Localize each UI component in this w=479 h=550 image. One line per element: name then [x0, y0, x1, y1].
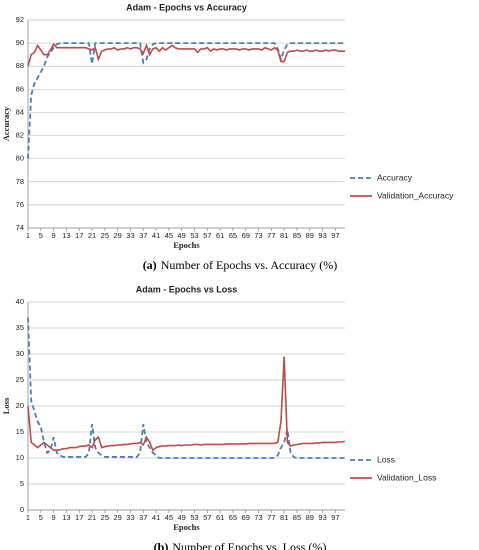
- caption-text: Number of Epochs vs. Loss (%): [172, 540, 326, 550]
- y-tick-label: 20: [16, 401, 24, 410]
- y-tick-label: 92: [16, 15, 24, 24]
- y-axis-title: Loss: [1, 397, 11, 414]
- legend-label: Validation_Accuracy: [377, 190, 454, 200]
- y-tick-label: 5: [20, 479, 24, 488]
- x-tick-label: 89: [306, 231, 314, 240]
- y-tick-label: 30: [16, 349, 24, 358]
- data-line: [27, 317, 345, 459]
- x-tick-label: 13: [62, 231, 70, 240]
- x-tick-label: 81: [280, 513, 288, 522]
- x-tick-label: 21: [88, 513, 96, 522]
- x-tick-label: 45: [165, 231, 173, 240]
- caption-text: Number of Epochs vs. Accuracy (%): [161, 258, 338, 272]
- data-line: [27, 42, 345, 159]
- x-tick-label: 77: [267, 231, 275, 240]
- x-tick-label: 73: [254, 513, 262, 522]
- y-tick-label: 90: [16, 38, 24, 47]
- x-tick-label: 97: [331, 513, 339, 522]
- caption: (b) Number of Epochs vs. Loss (%): [154, 540, 327, 550]
- x-tick-label: 49: [178, 231, 186, 240]
- chart-title: Adam - Epochs vs Accuracy: [126, 2, 247, 12]
- x-tick-label: 21: [88, 231, 96, 240]
- y-tick-label: 86: [16, 84, 24, 93]
- x-axis-title: Epochs: [173, 522, 200, 532]
- caption-tag: (b): [154, 540, 169, 550]
- caption: (a) Number of Epochs vs. Accuracy (%): [143, 258, 338, 272]
- x-tick-label: 61: [216, 513, 224, 522]
- x-tick-label: 53: [190, 231, 198, 240]
- legend-label: Validation_Loss: [377, 472, 436, 482]
- x-tick-label: 1: [26, 231, 30, 240]
- y-tick-label: 76: [16, 200, 24, 209]
- y-tick-label: 80: [16, 154, 24, 163]
- x-tick-label: 5: [39, 513, 43, 522]
- x-axis-title: Epochs: [173, 240, 200, 250]
- x-tick-label: 69: [242, 231, 250, 240]
- y-tick-label: 74: [16, 223, 24, 232]
- y-tick-label: 25: [16, 375, 24, 384]
- x-tick-label: 69: [242, 513, 250, 522]
- x-tick-label: 57: [203, 231, 211, 240]
- x-tick-label: 37: [139, 513, 147, 522]
- x-tick-label: 41: [152, 513, 160, 522]
- x-tick-label: 45: [165, 513, 173, 522]
- x-tick-label: 81: [280, 231, 288, 240]
- x-tick-label: 85: [293, 513, 301, 522]
- x-tick-label: 37: [139, 231, 147, 240]
- x-tick-label: 77: [267, 513, 275, 522]
- y-tick-label: 82: [16, 131, 24, 140]
- y-tick-label: 40: [16, 297, 24, 306]
- x-tick-label: 41: [152, 231, 160, 240]
- x-tick-label: 97: [331, 231, 339, 240]
- x-tick-label: 61: [216, 231, 224, 240]
- x-tick-label: 85: [293, 231, 301, 240]
- data-line: [27, 356, 346, 452]
- y-tick-label: 78: [16, 177, 24, 186]
- x-tick-label: 29: [113, 231, 121, 240]
- legend-label: Loss: [377, 454, 395, 464]
- x-tick-label: 53: [190, 513, 198, 522]
- chart-title: Adam - Epochs vs Loss: [136, 284, 238, 294]
- x-tick-label: 57: [203, 513, 211, 522]
- y-axis-title: Accuracy: [1, 106, 11, 141]
- x-tick-label: 9: [52, 231, 56, 240]
- y-tick-label: 15: [16, 427, 24, 436]
- x-tick-label: 29: [113, 513, 121, 522]
- caption-tag: (a): [143, 258, 157, 272]
- x-tick-label: 49: [178, 513, 186, 522]
- x-tick-label: 13: [62, 513, 70, 522]
- x-tick-label: 33: [126, 231, 134, 240]
- x-tick-label: 73: [254, 231, 262, 240]
- y-tick-label: 10: [16, 453, 24, 462]
- x-tick-label: 93: [318, 513, 326, 522]
- x-tick-label: 89: [306, 513, 314, 522]
- x-tick-label: 25: [101, 513, 109, 522]
- x-tick-label: 65: [229, 513, 237, 522]
- x-tick-label: 1: [26, 513, 30, 522]
- x-tick-label: 9: [52, 513, 56, 522]
- x-tick-label: 5: [39, 231, 43, 240]
- legend-label: Accuracy: [377, 172, 413, 182]
- x-tick-label: 25: [101, 231, 109, 240]
- x-tick-label: 93: [318, 231, 326, 240]
- x-tick-label: 17: [75, 231, 83, 240]
- y-tick-label: 88: [16, 61, 24, 70]
- x-tick-label: 33: [126, 513, 134, 522]
- x-tick-label: 65: [229, 231, 237, 240]
- y-tick-label: 35: [16, 323, 24, 332]
- y-tick-label: 84: [16, 107, 24, 116]
- data-line: [27, 42, 345, 67]
- y-tick-label: 0: [20, 505, 24, 514]
- x-tick-label: 17: [75, 513, 83, 522]
